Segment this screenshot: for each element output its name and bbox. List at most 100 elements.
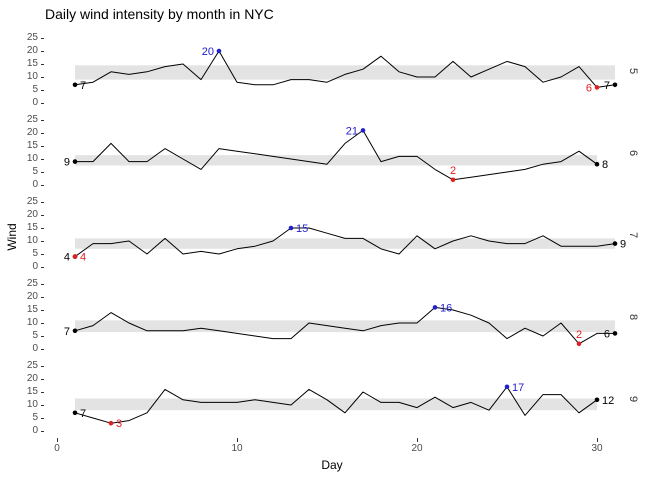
y-tick-label: 10 (26, 235, 38, 246)
y-tick-label: 5 (32, 412, 38, 423)
min-point (108, 420, 114, 426)
panel-svg: 4 15 4 9 (64, 223, 626, 264)
y-tick-label: 10 (26, 153, 38, 164)
min-label: 2 (576, 329, 582, 341)
y-tick-mark (41, 228, 44, 229)
x-tick-label: 10 (231, 443, 243, 454)
max-label: 20 (202, 46, 214, 58)
y-tick-mark (41, 172, 44, 173)
x-tick-label: 30 (591, 443, 603, 454)
y-tick-label: 25 (26, 32, 38, 43)
first-label: 7 (64, 326, 70, 338)
y-tick-mark (41, 90, 44, 91)
y-tick-mark (41, 103, 44, 104)
min-label: 3 (116, 418, 122, 430)
y-tick-label: 20 (26, 127, 38, 138)
min-label: 2 (450, 165, 456, 177)
y-tick-mark (41, 379, 44, 380)
y-tick-label: 0 (32, 425, 38, 436)
y-tick-label: 10 (26, 317, 38, 328)
y-tick-mark (41, 336, 44, 337)
y-tick-mark (41, 366, 44, 367)
y-tick-mark (41, 38, 44, 39)
y-tick-label: 10 (26, 399, 38, 410)
last-label: 8 (602, 159, 608, 171)
y-tick-label: 25 (26, 114, 38, 125)
max-point (288, 225, 294, 231)
x-tick-mark (57, 438, 58, 442)
y-tick-label: 0 (32, 97, 38, 108)
max-label: 15 (296, 223, 308, 235)
min-point (594, 85, 600, 90)
first-point (72, 328, 78, 334)
max-label: 17 (512, 382, 524, 394)
facet-strip-label: 8 (627, 313, 639, 321)
x-tick-mark (237, 438, 238, 442)
y-tick-label: 25 (26, 196, 38, 207)
facet-panel-month-7: 4 15 4 9 (44, 197, 626, 273)
y-tick-mark (41, 297, 44, 298)
sd-band (75, 398, 597, 411)
chart-title: Daily wind intensity by month in NYC (45, 6, 274, 22)
wind-line (74, 306, 615, 345)
first-point (72, 82, 78, 88)
y-tick-mark (41, 241, 44, 242)
y-tick-mark (41, 431, 44, 432)
min-point (72, 254, 78, 259)
panel-svg: 7 16 2 6 (64, 302, 618, 347)
wind-line (74, 386, 598, 424)
y-tick-mark (41, 202, 44, 203)
y-tick-mark (41, 310, 44, 311)
first-label: 4 (64, 252, 70, 264)
x-tick-mark (417, 438, 418, 442)
x-axis-title: Day (321, 458, 343, 472)
y-tick-label: 20 (26, 373, 38, 384)
y-tick-label: 20 (26, 209, 38, 220)
facet-panel-month-6: 9 21 2 8 (44, 115, 620, 191)
y-tick-mark (41, 120, 44, 121)
y-tick-mark (41, 133, 44, 134)
wind-line (74, 50, 616, 88)
x-tick-label: 0 (54, 443, 60, 454)
max-point (432, 305, 438, 310)
panel-svg: 7 3 17 12 (72, 382, 614, 430)
first-point (72, 410, 78, 416)
y-tick-mark (41, 159, 44, 160)
min-point (450, 177, 456, 183)
max-point (504, 384, 510, 390)
y-tick-label: 5 (32, 84, 38, 95)
facet-panel-month-5: 7 20 6 7 (44, 33, 620, 109)
first-point (72, 159, 78, 164)
y-tick-label: 0 (32, 343, 38, 354)
y-tick-mark (41, 64, 44, 65)
facet-strip-label: 5 (627, 67, 639, 75)
y-tick-mark (41, 267, 44, 268)
max-point (216, 48, 222, 54)
y-tick-label: 10 (26, 71, 38, 82)
y-tick-mark (41, 418, 44, 419)
y-tick-label: 25 (26, 278, 38, 289)
last-label: 12 (602, 395, 614, 407)
last-point (612, 331, 618, 336)
y-tick-mark (41, 284, 44, 285)
sd-band (75, 238, 615, 249)
sd-band (75, 155, 597, 166)
last-point (612, 82, 618, 88)
last-label: 9 (620, 239, 626, 251)
y-tick-label: 20 (26, 291, 38, 302)
facet-strip-label: 9 (627, 395, 639, 403)
y-tick-mark (41, 405, 44, 406)
sd-band (75, 320, 615, 333)
y-tick-mark (41, 51, 44, 52)
facet-strip-label: 6 (627, 149, 639, 157)
min-label: 4 (80, 252, 86, 264)
sd-band (75, 65, 615, 80)
min-label: 6 (586, 82, 592, 94)
min-point (576, 341, 582, 347)
y-tick-mark (41, 323, 44, 324)
last-point (594, 397, 600, 403)
y-tick-label: 15 (26, 140, 38, 151)
y-tick-mark (41, 146, 44, 147)
